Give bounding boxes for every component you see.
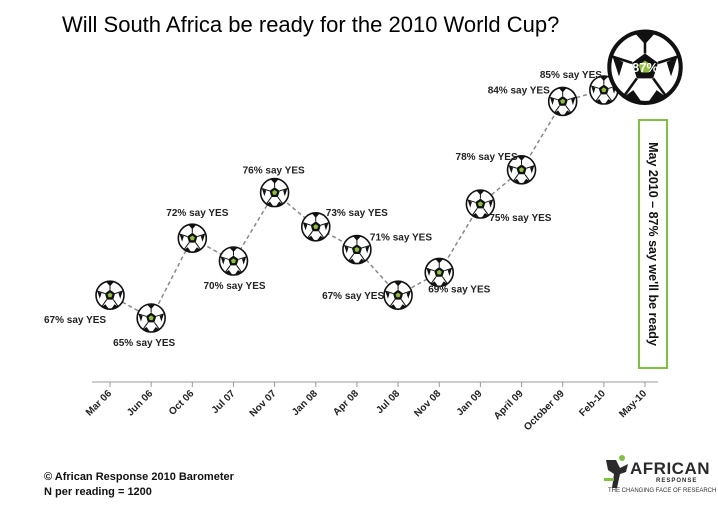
x-tick-label: Apr 08 <box>331 388 361 418</box>
logo-name: AFRICAN <box>630 459 710 478</box>
data-label: 67% say YES <box>44 315 106 326</box>
data-point-football-icon <box>177 223 208 253</box>
data-point-football-icon <box>342 234 372 265</box>
x-tick-label: Nov 08 <box>412 388 443 419</box>
x-tick-label: Jun 06 <box>125 388 155 418</box>
data-label: 67% say YES <box>322 291 384 302</box>
logo-sub: RESPONSE <box>656 478 698 484</box>
data-label: 65% say YES <box>113 338 175 349</box>
logo-figure-icon <box>604 455 628 488</box>
x-tick-label: Oct 06 <box>167 388 197 418</box>
x-tick-label: May-10 <box>617 388 649 420</box>
data-point-football-icon <box>218 246 249 276</box>
x-tick-label: Mar 06 <box>84 388 114 418</box>
data-label: 87% <box>632 60 658 75</box>
sample-size-note: N per reading = 1200 <box>44 486 152 498</box>
data-point-football-icon <box>136 303 166 333</box>
logo-tagline: THE CHANGING FACE OF RESEARCH <box>608 488 717 494</box>
data-point-football-icon <box>547 86 578 117</box>
chart-title: Will South Africa be ready for the 2010 … <box>62 12 560 37</box>
data-label: 73% say YES <box>326 208 388 219</box>
data-label: 70% say YES <box>203 281 265 292</box>
x-tick-label: Jul 08 <box>374 388 402 416</box>
african-response-logo: AFRICAN RESPONSE THE CHANGING FACE OF RE… <box>600 452 716 500</box>
data-point-football-icon <box>383 280 413 311</box>
data-label: 69% say YES <box>428 284 490 295</box>
x-tick-label: Nov 07 <box>248 388 279 419</box>
x-tick-label: October 09 <box>522 388 567 433</box>
callout-text: May 2010 – 87% say we'll be ready <box>646 142 660 346</box>
data-label: 84% say YES <box>488 85 550 96</box>
x-tick-label: Jan 08 <box>290 388 320 418</box>
callout-box: May 2010 – 87% say we'll be ready <box>638 119 668 369</box>
data-point-football-icon <box>424 257 455 288</box>
data-label: 78% say YES <box>456 152 518 163</box>
data-label: 76% say YES <box>243 166 305 177</box>
x-tick-label: April 09 <box>492 388 526 422</box>
data-label: 72% say YES <box>166 208 228 219</box>
data-point-football-icon <box>95 280 125 311</box>
x-tick-label: Jul 07 <box>210 388 238 416</box>
x-tick-label: Feb-10 <box>577 388 608 419</box>
data-label: 85% say YES <box>540 70 602 81</box>
data-label: 71% say YES <box>370 233 432 244</box>
copyright-note: © African Response 2010 Barometer <box>44 471 234 483</box>
x-tick-label: Jan 09 <box>455 388 485 418</box>
data-label: 75% say YES <box>489 213 551 224</box>
data-point-football-icon <box>259 177 290 208</box>
